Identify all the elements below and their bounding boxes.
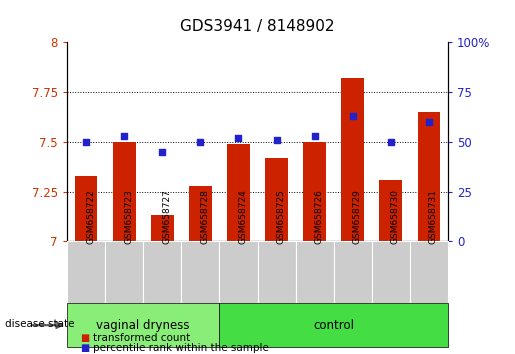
Bar — [151, 216, 174, 241]
Text: GSM658728: GSM658728 — [200, 189, 209, 244]
Bar — [341, 78, 364, 241]
Bar — [265, 158, 288, 241]
Bar — [67, 303, 219, 347]
Text: disease state: disease state — [5, 319, 75, 329]
Text: GSM658724: GSM658724 — [238, 190, 247, 244]
Text: vaginal dryness: vaginal dryness — [96, 319, 190, 332]
Text: GSM658730: GSM658730 — [391, 189, 400, 244]
Text: GDS3941 / 8148902: GDS3941 / 8148902 — [180, 19, 335, 34]
Bar — [181, 241, 219, 303]
Text: ■: ■ — [80, 333, 89, 343]
Text: ■: ■ — [80, 343, 89, 353]
Bar — [418, 112, 440, 241]
Point — [425, 119, 433, 125]
Bar — [372, 241, 410, 303]
Bar — [410, 241, 448, 303]
Bar — [380, 180, 402, 241]
Bar — [189, 185, 212, 241]
Text: percentile rank within the sample: percentile rank within the sample — [93, 343, 269, 353]
Text: GSM658727: GSM658727 — [162, 189, 171, 244]
Text: GSM658723: GSM658723 — [124, 189, 133, 244]
Bar — [303, 142, 326, 241]
Bar — [227, 144, 250, 241]
Bar — [219, 303, 448, 347]
Point — [82, 139, 90, 145]
Text: GSM658726: GSM658726 — [315, 189, 323, 244]
Bar — [219, 241, 258, 303]
Text: control: control — [313, 319, 354, 332]
Point — [196, 139, 204, 145]
Point — [349, 113, 357, 119]
Bar — [143, 241, 181, 303]
Bar — [258, 241, 296, 303]
Bar — [113, 142, 135, 241]
Text: transformed count: transformed count — [93, 333, 190, 343]
Text: GSM658731: GSM658731 — [429, 189, 438, 244]
Bar — [296, 241, 334, 303]
Text: GSM658725: GSM658725 — [277, 189, 285, 244]
Bar — [67, 241, 105, 303]
Bar — [75, 176, 97, 241]
Point — [158, 149, 166, 155]
Text: GSM658722: GSM658722 — [86, 190, 95, 244]
Text: GSM658729: GSM658729 — [353, 189, 362, 244]
Point — [120, 133, 128, 139]
Point — [311, 133, 319, 139]
Point — [272, 137, 281, 143]
Point — [387, 139, 395, 145]
Bar — [105, 241, 143, 303]
Point — [234, 135, 243, 141]
Bar — [334, 241, 372, 303]
